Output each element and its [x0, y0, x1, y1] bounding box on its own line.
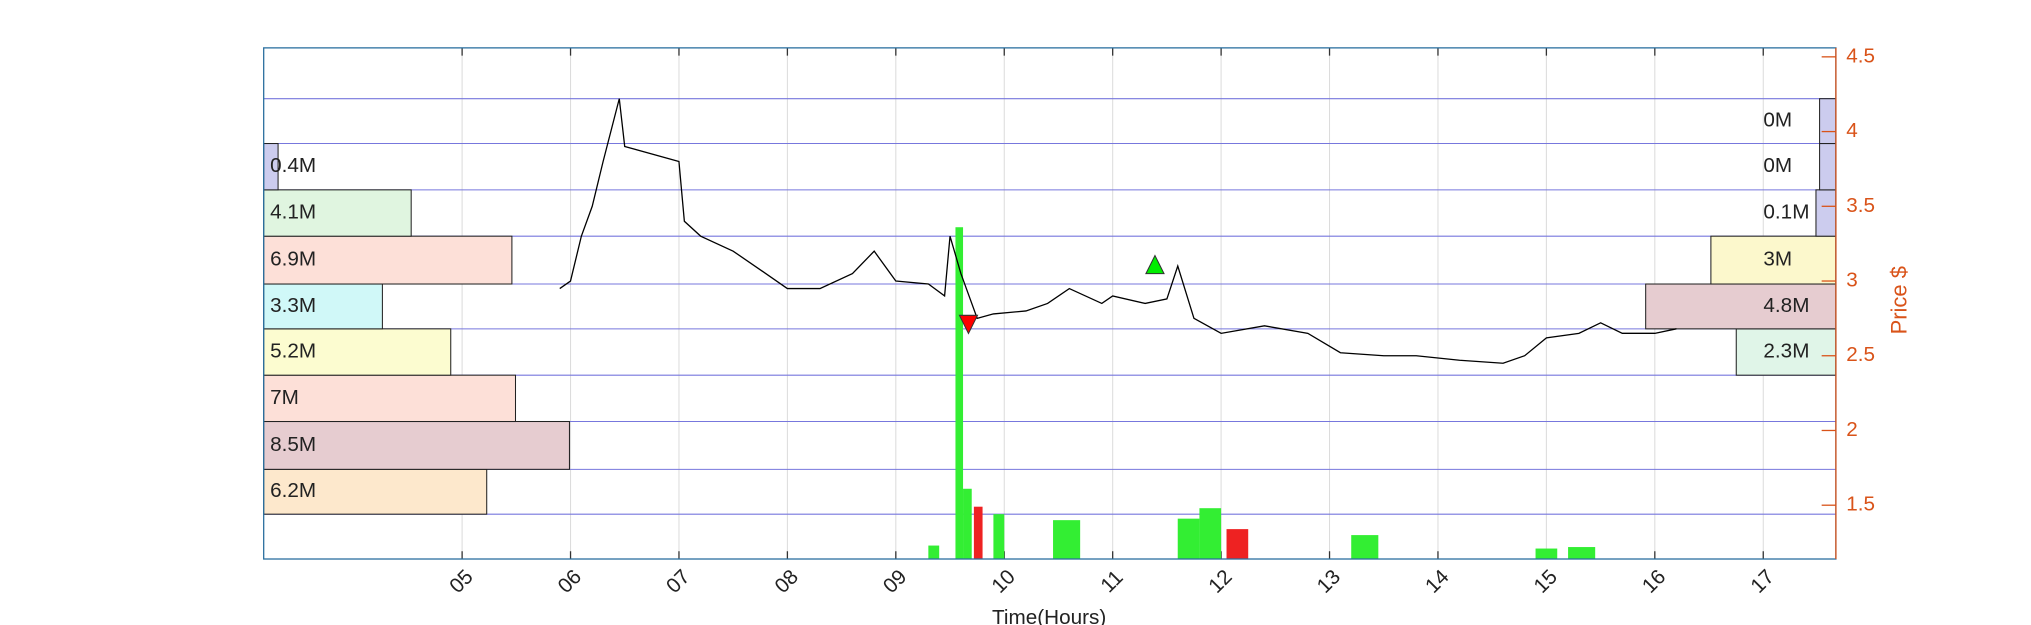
volume-profile-label: 4.1M: [270, 200, 316, 223]
volume-profile-bar: [1815, 189, 1837, 237]
x-tick-label: 16: [1638, 565, 1671, 598]
x-tick-label: 12: [1204, 565, 1237, 598]
volume-bar: [1568, 547, 1596, 560]
volume-profile-bar: [1819, 98, 1837, 145]
volume-profile-label: 0.4M: [270, 154, 316, 177]
volume-profile-label: 8.5M: [270, 433, 316, 456]
y-tick-label: 2: [1846, 418, 1858, 441]
volume-profile-label: 7M: [270, 386, 299, 409]
y-tick-label: 3.5: [1846, 194, 1875, 217]
volume-profile-label: 2.3M: [1763, 339, 1809, 362]
x-tick-label: 15: [1529, 565, 1562, 598]
x-tick-label: 05: [445, 565, 478, 598]
volume-profile-label: 0.1M: [1763, 200, 1809, 223]
x-tick-label: 17: [1746, 565, 1779, 598]
volume-profile-label: 6.2M: [270, 479, 316, 502]
volume-profile-label: 0M: [1763, 109, 1792, 132]
volume-profile-bar: [1819, 143, 1837, 191]
x-tick-label: 06: [554, 565, 587, 598]
volume-profile-label: 6.9M: [270, 248, 316, 271]
volume-profile-label: 4.8M: [1763, 294, 1809, 317]
y-axis-label: Price $: [1886, 266, 1911, 334]
volume-bar: [928, 545, 940, 560]
y-tick-label: 1.5: [1846, 493, 1875, 516]
volume-profile-label: 3M: [1763, 248, 1792, 271]
signal-marker: [1145, 254, 1165, 275]
x-tick-label: 11: [1096, 566, 1127, 597]
x-tick-label: 10: [987, 565, 1020, 598]
y-tick-label: 4: [1846, 119, 1858, 142]
volume-bar: [1053, 520, 1081, 560]
signal-marker: [958, 314, 979, 335]
y-tick-label: 4.5: [1846, 44, 1875, 67]
volume-profile-bar: [263, 468, 488, 515]
volume-profile-bar: [263, 189, 412, 237]
volume-profile-label: 0M: [1763, 154, 1792, 177]
volume-bar: [1177, 518, 1200, 560]
volume-bar: [973, 506, 983, 560]
volume-profile-bar: [1710, 235, 1837, 285]
volume-profile-bar: [1645, 283, 1837, 330]
volume-profile-bar: [1735, 328, 1837, 376]
volume-bar: [1199, 508, 1222, 560]
x-axis-label: Time(Hours): [992, 606, 1106, 625]
volume-profile-bar: [263, 328, 452, 376]
volume-bar: [1535, 548, 1558, 560]
volume-bar: [1226, 529, 1249, 560]
volume-profile-bar: [263, 283, 383, 330]
x-tick-label: 07: [662, 565, 695, 598]
volume-bar: [955, 227, 964, 560]
volume-profile-bar: [263, 420, 570, 470]
x-tick-label: 14: [1421, 565, 1454, 598]
price-line: [559, 98, 1677, 364]
volume-bar: [1351, 535, 1379, 560]
y-tick-label: 3: [1846, 268, 1858, 291]
volume-profile-label: 3.3M: [270, 294, 316, 317]
plot-frame: [263, 47, 1837, 560]
y-tick-label: 2.5: [1846, 343, 1875, 366]
volume-bar: [963, 488, 972, 560]
x-tick-label: 09: [879, 565, 912, 598]
volume-profile-label: 5.2M: [270, 339, 316, 362]
volume-profile-bar: [263, 374, 517, 423]
x-tick-label: 13: [1313, 565, 1346, 598]
volume-bar: [993, 514, 1005, 560]
x-tick-label: 08: [770, 565, 803, 598]
